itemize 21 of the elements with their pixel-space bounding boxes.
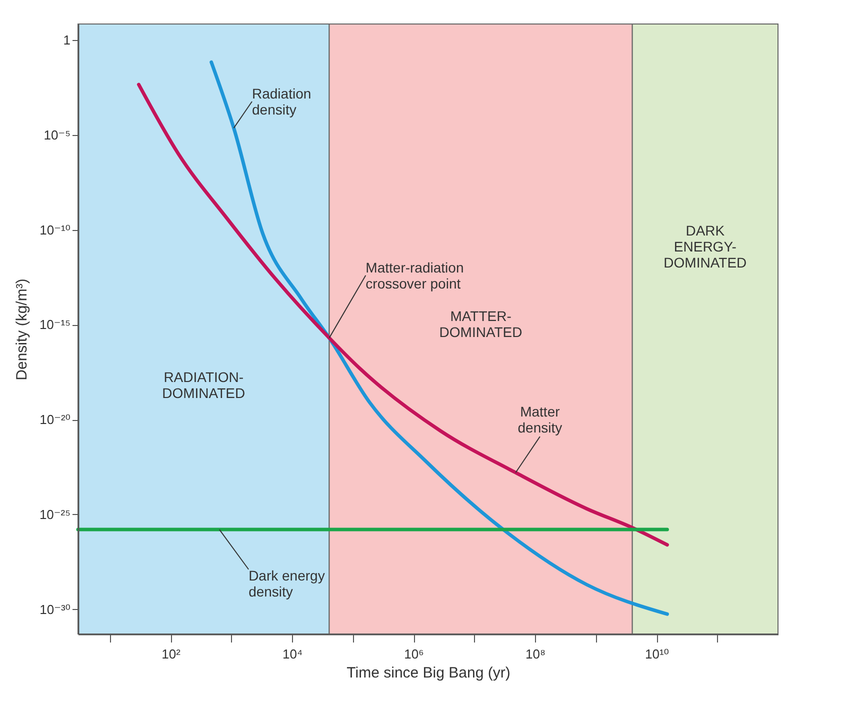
band-label: DARK ENERGY-DOMINATED [664, 222, 747, 270]
band-label: RADIATION-DOMINATED [162, 368, 246, 401]
y-tick-label: 10⁻¹⁵ [39, 317, 70, 332]
band-label: MATTER-DOMINATED [439, 308, 522, 340]
text: Matter density [518, 404, 562, 436]
x-tick-label: 10² [162, 646, 182, 662]
series-label: Radiation density [252, 85, 312, 118]
annotation: Matter-radiation crossover point [366, 259, 464, 292]
x-tick-label: 10⁴ [282, 646, 303, 662]
y-tick-label: 10⁻²⁰ [40, 412, 70, 428]
text: Dark energy density [248, 567, 325, 600]
y-tick-label: 10⁻¹⁰ [40, 222, 70, 238]
y-tick-label: 10⁻³⁰ [40, 602, 70, 617]
x-tick-label: 10¹⁰ [644, 646, 670, 662]
y-axis-title: Density (kg/m³) [13, 278, 30, 380]
x-axis-title: Time since Big Bang (yr) [346, 664, 510, 682]
x-tick-label: 10⁸ [526, 646, 546, 662]
x-tick-label: 10⁶ [404, 646, 424, 662]
y-tick-label: 1 [63, 32, 70, 48]
y-tick-label: 10⁻⁵ [44, 127, 70, 142]
y-tick-label: 10⁻²⁵ [39, 506, 70, 522]
